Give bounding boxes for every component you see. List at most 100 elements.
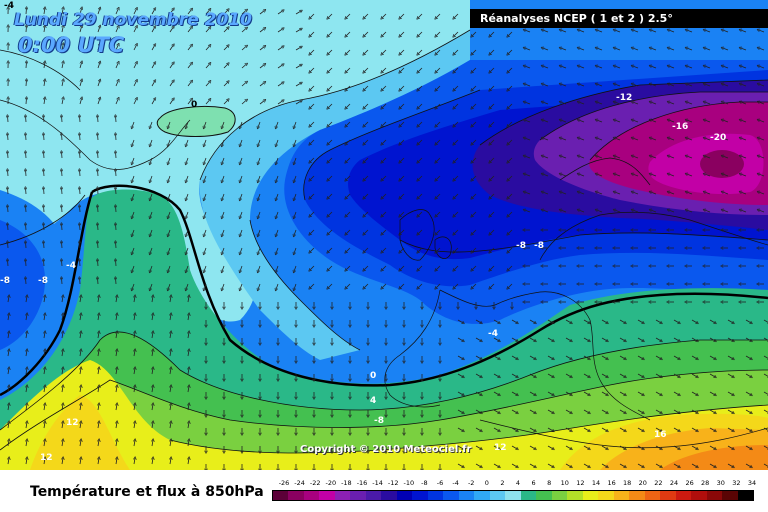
flux-arrow [601,445,607,449]
flux-arrow [565,445,571,449]
flux-arrow [132,229,135,236]
flux-arrow [205,82,210,87]
flux-arrow [80,224,81,231]
flux-arrow [524,156,531,159]
flux-arrow [529,463,535,467]
scale-swatch [737,491,754,500]
flux-arrow [169,81,173,87]
flux-arrow [418,121,423,126]
flux-arrow [98,278,99,285]
flux-arrow [547,355,553,359]
flux-arrow [364,67,369,72]
flux-arrow [132,283,135,290]
flux-arrow [457,337,463,341]
flux-arrow [632,102,639,105]
flux-arrow [97,80,100,87]
flux-arrow [745,445,751,449]
flux-arrow [26,314,27,321]
flux-arrow [668,210,675,213]
map-time: 0:00 UTC [18,33,125,57]
copyright-text: Copyright © 2010 Meteociel.fr [300,444,472,455]
flux-arrow [614,48,621,51]
flux-arrow [454,103,459,108]
flux-arrow [328,103,333,108]
flux-arrow [632,48,639,51]
flux-arrow [188,440,189,447]
flux-arrow [655,409,661,413]
flux-arrow [400,211,405,216]
scale-swatch [303,491,320,500]
flux-arrow [276,283,279,290]
flux-arrow [240,265,243,272]
flux-arrow [150,157,153,164]
flux-arrow [44,170,45,177]
flux-arrow [98,458,99,465]
flux-arrow [704,138,711,141]
flux-arrow [259,100,265,105]
flux-arrow [26,8,27,15]
flux-arrow [763,427,768,431]
flux-arrow [565,427,571,431]
flux-arrow [116,368,117,375]
flux-arrow [8,422,9,429]
flux-arrow [578,210,585,213]
flux-arrow [8,278,9,285]
flux-arrow [97,62,100,69]
flux-arrow [709,409,715,413]
flux-arrow [276,229,279,236]
flux-arrow [364,283,369,288]
flux-arrow [542,210,549,213]
flux-arrow [436,157,441,162]
flux-arrow [655,463,661,467]
flux-arrow [150,121,153,128]
flux-arrow [704,156,711,159]
flux-arrow [472,247,477,252]
flux-arrow [258,229,261,236]
flux-arrow [637,319,643,323]
flux-arrow [150,211,153,218]
flux-arrow [637,391,643,395]
flux-arrow [614,30,621,33]
flux-arrow [116,314,117,321]
scale-swatch [458,491,475,500]
flux-arrow [583,427,589,431]
flux-arrow [565,463,571,467]
flux-arrow [44,242,45,249]
flux-arrow [436,211,441,216]
flux-arrow [578,102,585,105]
flux-arrow [98,296,99,303]
flux-arrow [704,120,711,123]
flux-arrow [722,192,729,195]
flux-arrow [258,283,261,290]
flux-arrow [524,30,531,33]
flux-arrow [98,386,99,393]
flux-arrow [186,265,189,272]
flux-arrow [62,152,63,159]
flux-arrow [614,192,621,195]
flux-arrow [328,49,333,54]
flux-arrow [134,404,135,411]
flux-arrow [152,314,153,321]
flux-arrow [97,98,100,105]
flux-arrow [115,81,118,87]
flux-arrow [259,64,265,69]
flux-arrow [364,175,369,180]
flux-arrow [668,156,675,159]
flux-arrow [686,210,693,213]
flux-arrow [328,211,333,216]
flux-arrow [258,157,261,164]
flux-arrow [26,206,27,213]
flux-arrow [169,9,173,15]
flux-arrow [727,355,733,359]
flux-arrow [310,31,315,36]
flux-arrow [294,283,297,290]
flux-arrow [79,8,82,15]
flux-arrow [26,368,27,375]
flux-arrow [578,120,585,123]
flux-arrow [655,373,661,377]
flux-arrow [709,427,715,431]
flux-arrow [62,98,63,105]
flux-arrow [258,265,261,272]
flux-arrow [614,156,621,159]
flux-arrow [310,85,315,90]
